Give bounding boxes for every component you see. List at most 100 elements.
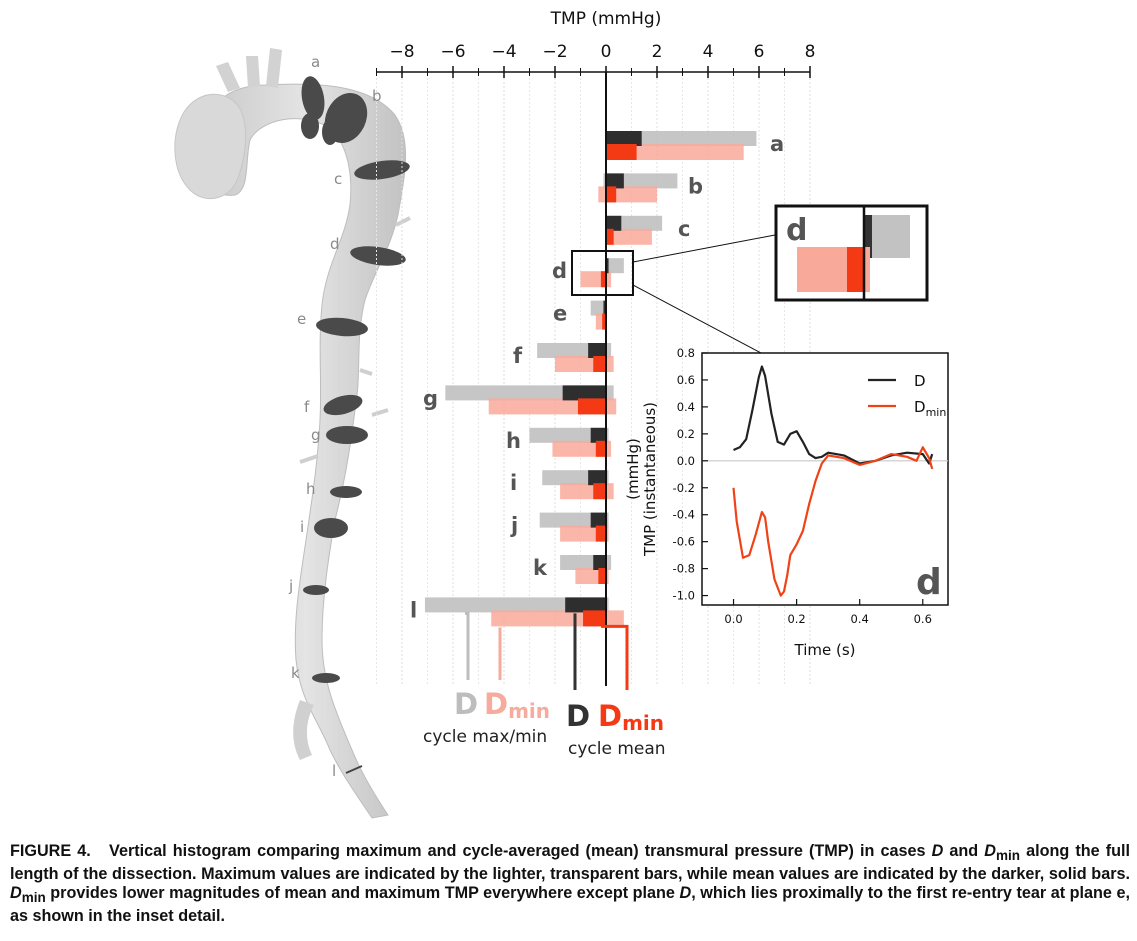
aortic-arch <box>174 93 246 199</box>
aorta-illustration: a b c d e f g h i j k l <box>174 48 411 819</box>
legend-mean-caption: cycle mean <box>568 739 666 759</box>
caption-text-5: , which lies proximally to the first re-… <box>10 884 1130 926</box>
anat-label-a: a <box>311 53 320 71</box>
inset-y-tick-label: 0.2 <box>677 427 695 441</box>
tmp-time-inset: 0.8 0.6 0.4 0.2 0.0 -0.2 -0.4 -0.6 -0.8 -1.0 0.0 0.… <box>624 346 949 659</box>
zoom-d-dark-bar <box>864 215 872 258</box>
row-label-c: c <box>678 217 690 241</box>
bar-dmin-maxmin-a <box>606 144 744 160</box>
inset-line-dmin <box>732 446 934 597</box>
bar-d-mean-f <box>588 343 606 358</box>
plane-l-line <box>345 765 363 774</box>
x-axis-title: TMP (mmHg) <box>550 9 662 29</box>
caption-dmin3-sub: min <box>21 890 46 906</box>
anat-label-f: f <box>304 398 310 416</box>
plane-f-ellipse <box>323 394 363 416</box>
zoom-callout: d <box>571 204 929 363</box>
inset-y-tick-label: -0.4 <box>673 508 695 522</box>
bar-d-maxmin-d <box>606 258 624 274</box>
plane-b2-ellipse <box>322 119 338 145</box>
row-label-f: f <box>513 344 523 368</box>
bar-dmin-mean-l <box>583 610 606 627</box>
inset-x-tick-label: 0.4 <box>851 612 869 626</box>
bar-d-mean-i <box>588 470 606 486</box>
row-label-l: l <box>410 598 417 622</box>
caption-text-2: and <box>943 842 985 860</box>
iliac-branch <box>293 700 314 760</box>
bar-dmin-mean-j <box>595 525 606 542</box>
bar-dmin-mean-h <box>595 440 606 457</box>
anat-label-e: e <box>297 310 306 328</box>
inset-y-tick-label: 0.8 <box>677 346 695 360</box>
inset-line-d <box>733 365 934 465</box>
caption-text-3: along the full length of the dissection.… <box>10 842 1130 884</box>
legend-dmin-dark: Dmin <box>598 699 664 735</box>
caption-text-1: Vertical histogram comparing maximum and… <box>109 842 932 860</box>
inset-legend-d-label: D <box>914 372 926 390</box>
plane-i-ellipse <box>314 518 348 538</box>
leader-d-maxmin <box>464 611 470 680</box>
caption-dmin2-sub: min <box>995 848 1020 864</box>
bar-dmin-mean-a <box>606 144 637 160</box>
bar-d-maxmin-l <box>424 597 609 613</box>
bar-d-mean-d <box>606 258 609 274</box>
branch-vessel <box>216 62 240 92</box>
x-tick-label: −4 <box>491 42 516 62</box>
bar-dmin-mean-b <box>606 186 617 203</box>
branch-vessel <box>266 48 282 88</box>
bar-dmin-maxmin-e <box>595 313 606 330</box>
plane-a-ellipse <box>301 76 325 120</box>
inset-x-axis-title: Time (s) <box>794 641 856 659</box>
row-label-h: h <box>506 429 521 453</box>
side-vessel <box>299 216 411 464</box>
bar-d-maxmin-h <box>529 427 609 443</box>
zoom-source-box <box>571 250 634 296</box>
inset-y-tick-label: -0.8 <box>673 562 695 576</box>
legend-dmin-light-main: D <box>484 687 508 721</box>
legend-d-light: D <box>454 687 478 721</box>
anat-label-k: k <box>291 664 300 682</box>
row-label-g: g <box>423 386 438 410</box>
bar-dmin-mean-f <box>593 356 606 372</box>
anat-label-j: j <box>288 577 293 595</box>
bar-d-mean-e <box>603 300 606 316</box>
row-label-k: k <box>533 556 548 580</box>
leader-dmin-mean <box>601 624 629 690</box>
inset-legend-dmin-label: Dmin <box>914 398 946 419</box>
row-label-d: d <box>552 259 567 283</box>
bar-dmin-mean-i <box>593 483 606 500</box>
bar-dmin-mean-c <box>606 228 614 245</box>
plane-j-ellipse <box>303 585 329 595</box>
row-label-j: j <box>510 514 518 538</box>
bar-d-mean-k <box>593 555 606 570</box>
bar-d-mean-l <box>565 597 606 613</box>
caption-dmin2: D <box>984 842 996 860</box>
legend-maxmin-caption: cycle max/min <box>423 727 547 747</box>
inset-y-tick-label: 0.6 <box>677 373 695 387</box>
legend-dmin-light: Dmin <box>484 687 550 723</box>
zoom-connector-top <box>632 234 776 263</box>
plane-e-ellipse <box>316 317 368 337</box>
inset-y-tick-label: 0.0 <box>677 454 695 468</box>
plane-a2-ellipse <box>301 113 319 139</box>
zoom-connector-bottom <box>632 284 779 363</box>
caption-text-4: provides lower magnitudes of mean and ma… <box>45 884 680 903</box>
row-label-i: i <box>510 471 517 495</box>
legend-dmin-dark-sub: min <box>622 711 664 735</box>
bar-d-mean-c <box>606 215 622 231</box>
plane-g-ellipse <box>326 426 368 444</box>
anat-label-i: i <box>300 518 304 536</box>
inset-legend-dmin-sub: min <box>926 406 947 419</box>
row-label-b: b <box>688 174 703 198</box>
inset-y-tick-label: -1.0 <box>673 589 695 603</box>
x-tick-label: 8 <box>805 42 816 62</box>
caption-dmin3: D <box>10 884 22 903</box>
bar-d-mean-h <box>590 427 606 443</box>
inset-x-tick-label: 0.6 <box>914 612 932 626</box>
inset-y-tick-label: -0.2 <box>673 481 695 495</box>
x-tick-label: −6 <box>440 42 465 62</box>
x-tick-label: 4 <box>703 42 714 62</box>
x-tick-label: 6 <box>754 42 765 62</box>
bar-d-maxmin-a <box>606 131 757 146</box>
